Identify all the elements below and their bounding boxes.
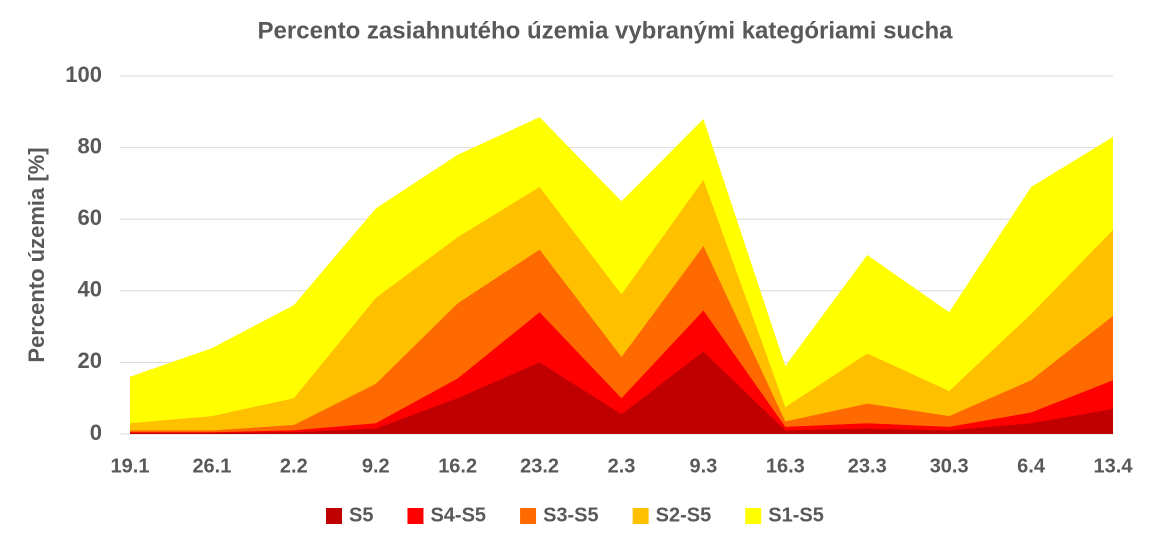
area [130, 179, 1113, 434]
legend-label: S5 [349, 504, 373, 526]
x-tick-label: 13.4 [1094, 455, 1134, 477]
legend-swatch [326, 508, 342, 524]
legend-label: S4-S5 [430, 504, 486, 526]
y-tick-label: 80 [78, 133, 102, 158]
y-tick-label: 40 [78, 277, 102, 302]
x-tick-label: 19.1 [111, 455, 150, 477]
y-tick-label: 60 [78, 205, 102, 230]
area [130, 351, 1113, 434]
area [130, 310, 1113, 434]
x-tick-label: 6.4 [1017, 455, 1046, 477]
legend-swatch [632, 508, 649, 524]
legend-swatch [407, 508, 424, 524]
legend-swatch [745, 508, 762, 524]
x-tick-label: 2.3 [608, 455, 636, 477]
x-tick-label: 9.3 [690, 455, 718, 477]
y-axis-title: Percento územia [%] [24, 147, 49, 362]
x-tick-label: 16.3 [766, 455, 805, 477]
x-tick-label: 23.3 [848, 455, 887, 477]
x-tick-label: 16.2 [438, 455, 477, 477]
legend: S5 S4-S5 S3-S5 S2-S5 S1-S5 [326, 504, 824, 526]
x-tick-label: 26.1 [192, 455, 231, 477]
legend-label: S3-S5 [543, 504, 599, 526]
y-tick-label: 0 [90, 420, 102, 445]
x-tick-label: 9.2 [362, 455, 390, 477]
x-tick-label: 2.2 [280, 455, 308, 477]
areas [130, 117, 1113, 435]
x-tick-label: 23.2 [520, 455, 559, 477]
x-tick-label: 30.3 [930, 455, 969, 477]
chart-title: Percento zasiahnutého územia vybranými k… [258, 17, 954, 44]
area [130, 246, 1113, 434]
legend-label: S2-S5 [656, 504, 712, 526]
y-tick-label: 100 [65, 62, 102, 87]
labels: 0 20 40 60 80 100 19.1 26.1 2.2 9.2 16.2 23.2 2.3 9.3… [65, 62, 1133, 477]
legend-label: S1-S5 [768, 504, 824, 526]
y-tick-label: 20 [78, 348, 102, 373]
legend-swatch [520, 508, 537, 524]
